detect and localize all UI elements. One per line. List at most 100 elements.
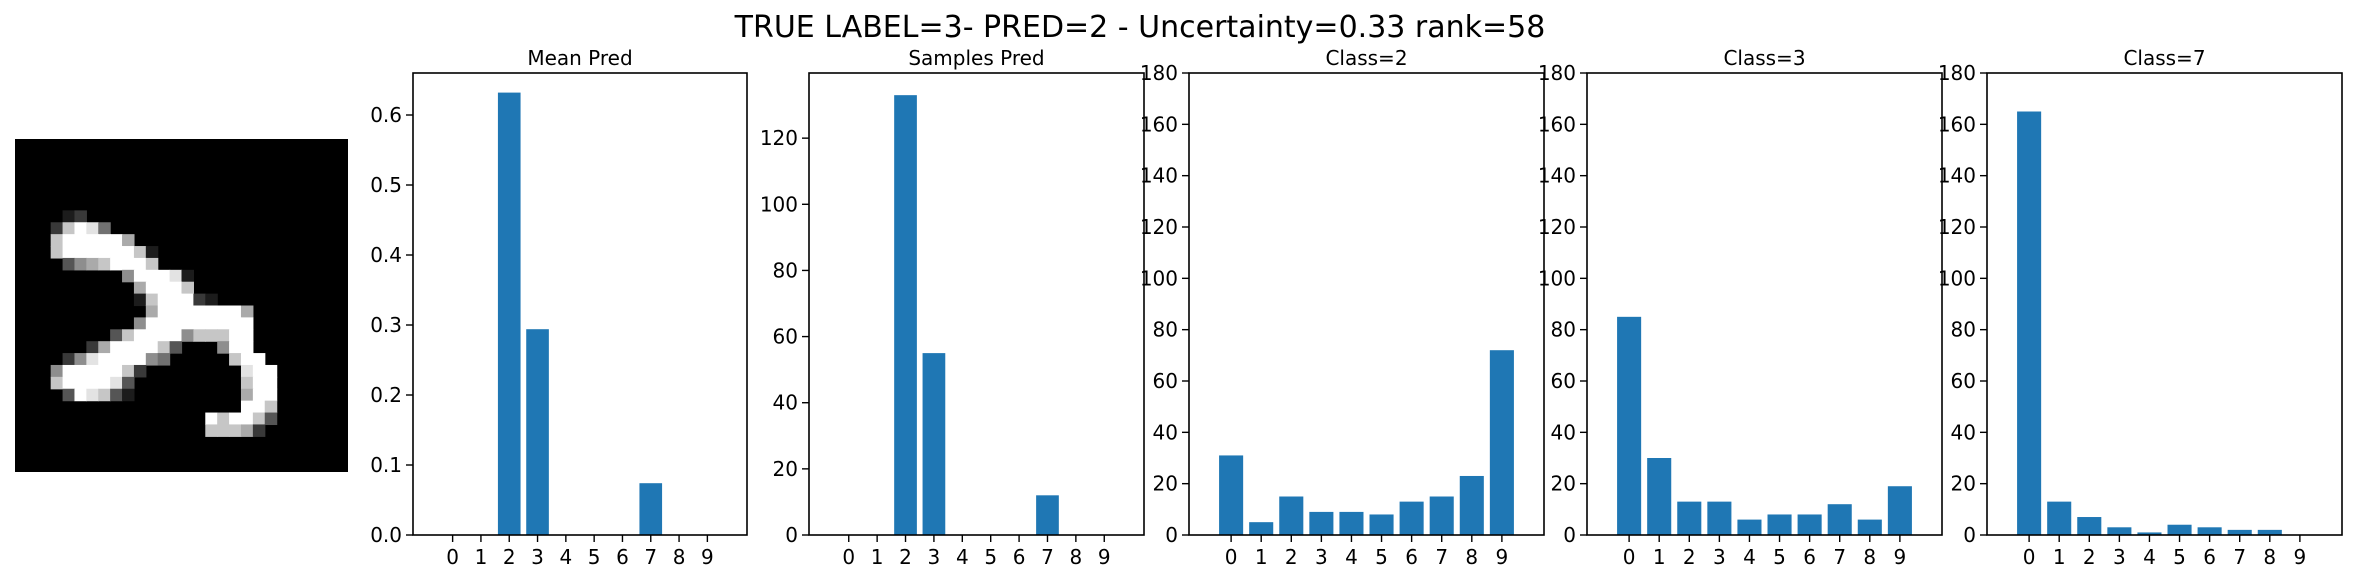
digit-pixel xyxy=(252,400,266,414)
digit-pixel xyxy=(86,376,99,390)
digit-pixel xyxy=(205,317,218,330)
chart-title: Mean Pred xyxy=(527,46,632,70)
digit-pixel xyxy=(264,388,278,402)
digit-pixel xyxy=(157,281,171,295)
digit-pixel xyxy=(62,364,76,378)
digit-pixel xyxy=(169,329,183,342)
digit-pixel xyxy=(62,222,76,235)
axes-frame xyxy=(1986,72,2343,536)
digit-pixel xyxy=(157,341,171,354)
y-tick-label: 0 xyxy=(1963,523,1976,547)
y-tick-label: 20 xyxy=(1951,472,1976,496)
chart-title: Samples Pred xyxy=(908,46,1044,70)
bar xyxy=(1617,316,1642,535)
digit-pixel xyxy=(74,222,87,235)
y-tick-label: 80 xyxy=(1153,318,1178,342)
x-tick-label: 8 xyxy=(2263,545,2276,569)
y-tick-label: 0 xyxy=(1563,523,1576,547)
digit-pixel xyxy=(145,246,159,259)
digit-pixel xyxy=(133,353,147,366)
bar xyxy=(2047,501,2072,535)
y-tick-label: 40 xyxy=(1951,420,1976,444)
digit-pixel xyxy=(252,364,266,378)
x-tick-label: 6 xyxy=(1405,545,1418,569)
digit-pixel xyxy=(205,293,218,307)
y-tick-label: 0.1 xyxy=(370,453,402,477)
digit-pixel xyxy=(145,353,159,366)
x-tick-label: 3 xyxy=(1315,545,1328,569)
digit-pixel xyxy=(169,281,183,295)
digit-pixel xyxy=(240,341,254,354)
digit-pixel xyxy=(240,317,254,330)
digit-pixel xyxy=(169,317,183,330)
bar xyxy=(1339,511,1364,535)
y-tick-label: 20 xyxy=(1551,472,1576,496)
x-tick-label: 2 xyxy=(899,545,912,569)
x-tick-label: 3 xyxy=(1713,545,1726,569)
digit-pixel xyxy=(133,341,147,354)
digit-pixel xyxy=(62,246,76,259)
x-tick-label: 1 xyxy=(871,545,884,569)
y-tick-label: 80 xyxy=(773,258,798,282)
bar xyxy=(1677,501,1702,535)
y-tick-label: 100 xyxy=(760,192,798,216)
x-tick-label: 2 xyxy=(1285,545,1298,569)
y-tick-label: 120 xyxy=(760,126,798,150)
digit-pixel xyxy=(62,234,76,247)
bar xyxy=(2197,527,2222,535)
x-tick-label: 8 xyxy=(1465,545,1478,569)
x-tick-label: 9 xyxy=(2294,545,2307,569)
figure-title: TRUE LABEL=3- PRED=2 - Uncertainty=0.33 … xyxy=(734,10,1546,45)
digit-pixel xyxy=(98,364,111,378)
digit-pixel xyxy=(145,281,159,295)
digit-pixel xyxy=(252,388,266,402)
digit-pixel xyxy=(217,305,230,318)
y-tick-label: 0.2 xyxy=(370,383,402,407)
digit-pixel xyxy=(193,317,206,330)
digit-pixel xyxy=(122,376,135,390)
y-tick-label: 100 xyxy=(1538,266,1576,290)
digit-pixel xyxy=(110,257,123,271)
digit-pixel xyxy=(86,222,99,235)
y-tick-label: 0 xyxy=(785,523,798,547)
digit-pixel xyxy=(110,364,123,378)
digit-pixel xyxy=(217,424,230,437)
x-tick-label: 7 xyxy=(1833,545,1846,569)
x-tick-label: 0 xyxy=(842,545,855,569)
digit-pixel xyxy=(252,412,266,426)
bar xyxy=(1279,496,1304,535)
digit-pixel xyxy=(62,376,76,390)
digit-pixel xyxy=(181,317,194,330)
chart-title: Class=7 xyxy=(2123,46,2205,70)
y-tick-label: 0.6 xyxy=(370,103,402,127)
x-tick-label: 9 xyxy=(1496,545,1509,569)
digit-pixel xyxy=(169,269,183,283)
digit-pixel xyxy=(217,412,230,426)
digit-pixel xyxy=(98,376,111,390)
x-tick-label: 5 xyxy=(1375,545,1388,569)
digit-pixel xyxy=(240,364,254,378)
digit-pixel xyxy=(181,293,194,307)
axes-frame xyxy=(412,72,748,536)
y-tick-label: 60 xyxy=(1551,369,1576,393)
x-tick-label: 8 xyxy=(673,545,686,569)
y-tick-label: 0.3 xyxy=(370,313,402,337)
x-tick-label: 2 xyxy=(1683,545,1696,569)
digit-pixel xyxy=(240,376,254,390)
y-tick-label: 160 xyxy=(1538,112,1576,136)
y-tick-label: 60 xyxy=(1951,369,1976,393)
digit-pixel xyxy=(264,376,278,390)
y-tick-label: 180 xyxy=(1538,61,1576,85)
x-tick-label: 7 xyxy=(1041,545,1054,569)
x-tick-label: 2 xyxy=(503,545,516,569)
digit-pixel xyxy=(98,257,111,271)
digit-pixel xyxy=(240,329,254,342)
digit-pixel xyxy=(86,234,99,247)
digit-pixel xyxy=(62,257,76,271)
bar xyxy=(1797,514,1822,535)
bar xyxy=(2107,527,2132,535)
digit-pixel xyxy=(145,317,159,330)
digit-pixel xyxy=(240,305,254,318)
digit-pixel xyxy=(122,269,135,283)
digit-pixel xyxy=(169,293,183,307)
